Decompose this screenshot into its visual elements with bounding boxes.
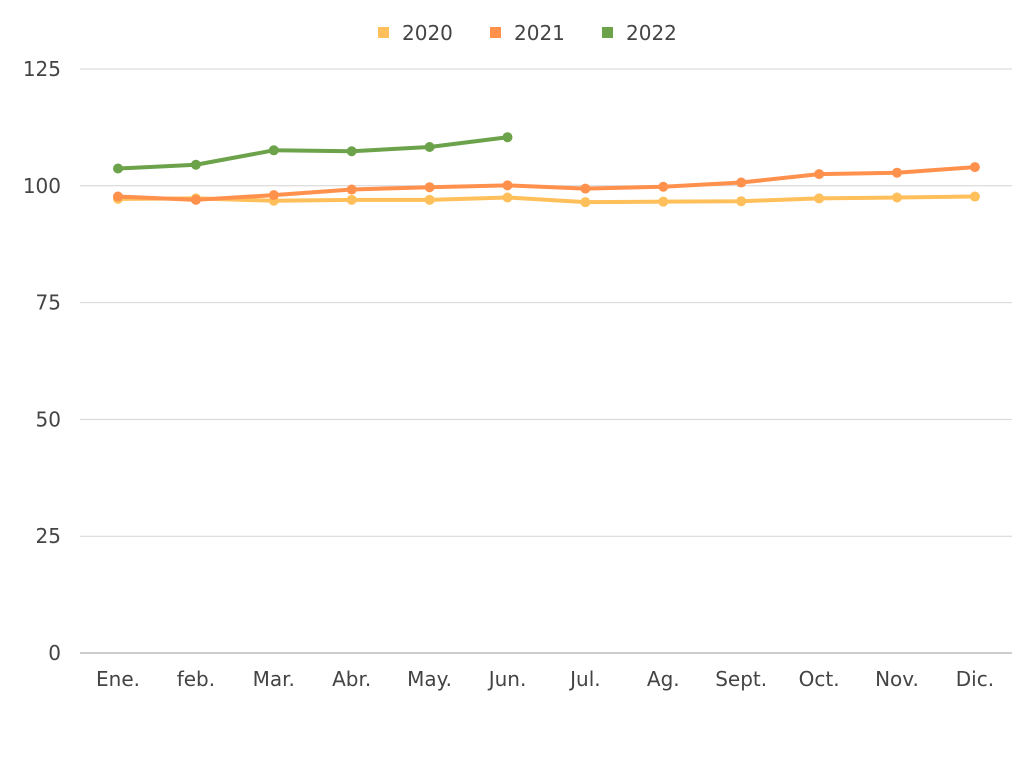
legend-swatch-2021 <box>490 27 501 38</box>
data-point <box>346 184 357 195</box>
series-2022 <box>113 132 513 174</box>
gridlines <box>80 68 1012 654</box>
data-point <box>502 180 513 191</box>
series-line-2021 <box>116 165 977 202</box>
data-point <box>814 169 825 180</box>
data-point <box>969 162 980 173</box>
data-point <box>658 181 669 192</box>
data-point <box>502 192 513 203</box>
x-tick-label: Nov. <box>875 667 919 691</box>
legend-swatch-2020 <box>378 27 389 38</box>
series-2021 <box>113 162 980 205</box>
data-point <box>113 191 123 202</box>
x-tick-label: feb. <box>177 667 215 691</box>
data-point <box>268 145 279 156</box>
legend-swatch-2022 <box>602 27 613 38</box>
x-tick-label: Mar. <box>253 667 295 691</box>
data-point <box>658 196 669 207</box>
data-point <box>190 159 201 170</box>
x-tick-label: Abr. <box>332 667 371 691</box>
y-tick-label: 25 <box>36 524 61 548</box>
legend-label-2020: 2020 <box>402 21 453 45</box>
data-point <box>113 163 123 174</box>
legend-label-2021: 2021 <box>514 21 565 45</box>
data-point <box>814 193 825 204</box>
data-point <box>424 182 435 193</box>
data-point <box>892 192 902 203</box>
x-tick-label: May. <box>407 667 452 691</box>
data-point <box>424 194 435 205</box>
data-point <box>736 177 747 188</box>
data-point <box>969 191 980 202</box>
series-line-2022 <box>116 135 510 171</box>
legend: 2020 2021 2022 <box>378 21 677 45</box>
y-tick-label: 0 <box>48 641 61 665</box>
x-tick-label: Sept. <box>715 667 767 691</box>
x-tick-label: Jun. <box>487 667 527 691</box>
data-point <box>580 197 591 208</box>
y-axis: 0 25 50 75 100 125 <box>23 57 61 665</box>
data-point <box>346 194 357 205</box>
data-point <box>346 146 357 157</box>
x-tick-label: Jul. <box>568 667 601 691</box>
data-point <box>580 183 591 194</box>
series-line-2020 <box>116 194 977 205</box>
legend-label-2022: 2022 <box>626 21 677 45</box>
data-point <box>424 142 435 153</box>
data-point <box>268 190 279 201</box>
x-tick-label: Ene. <box>96 667 140 691</box>
data-point <box>190 194 201 205</box>
data-point <box>736 196 747 207</box>
data-point <box>502 132 513 143</box>
x-tick-label: Dic. <box>956 667 994 691</box>
y-tick-label: 125 <box>23 57 61 81</box>
x-tick-label: Ag. <box>647 667 680 691</box>
x-axis: Ene. feb. Mar. Abr. May. Jun. Jul. Ag. Sept. Oct.… <box>96 667 994 691</box>
series-group <box>113 132 980 208</box>
y-tick-label: 75 <box>36 291 61 315</box>
series-2020 <box>113 191 980 208</box>
x-tick-label: Oct. <box>799 667 840 691</box>
y-tick-label: 100 <box>23 174 61 198</box>
y-tick-label: 50 <box>36 407 61 431</box>
data-point <box>892 167 902 178</box>
